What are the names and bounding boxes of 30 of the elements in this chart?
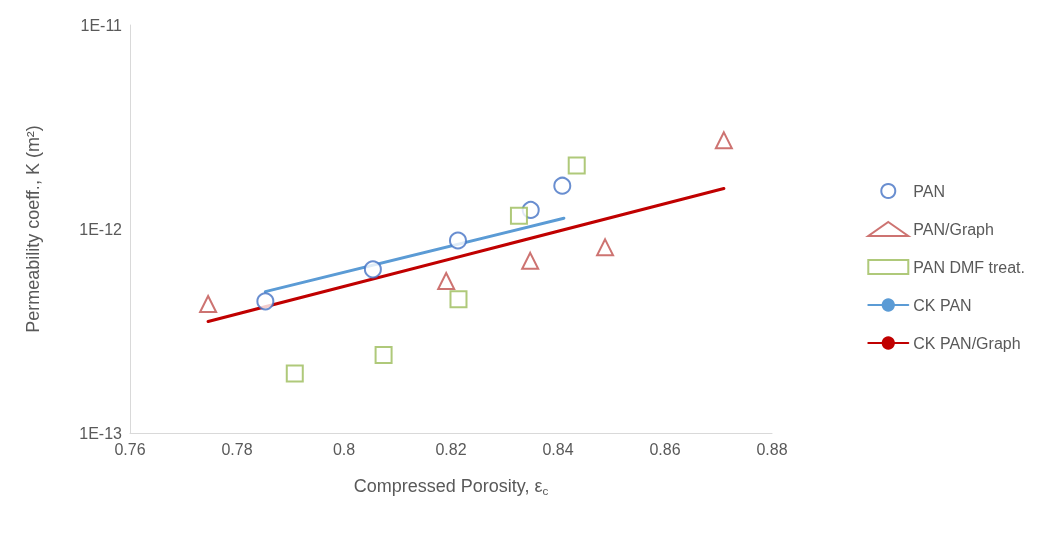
point bbox=[199, 294, 218, 313]
x-tick-label: 0.86 bbox=[649, 440, 681, 458]
point bbox=[567, 156, 586, 175]
y-tick-label: 1E-12 bbox=[79, 220, 123, 238]
point bbox=[437, 272, 456, 290]
legend-label: PAN DMF treat. bbox=[913, 258, 1025, 276]
y-axis-title: Permeability coeff., K (m²) bbox=[23, 125, 43, 333]
point bbox=[521, 251, 540, 270]
point bbox=[553, 176, 572, 195]
x-tick-label: 0.88 bbox=[756, 440, 788, 458]
point bbox=[714, 131, 733, 150]
x-tick-label: 0.84 bbox=[542, 440, 574, 458]
point bbox=[285, 364, 304, 383]
y-tick-label: 1E-11 bbox=[80, 16, 123, 34]
point bbox=[448, 231, 467, 250]
point bbox=[449, 290, 468, 309]
point bbox=[363, 260, 382, 279]
x-tick-label: 0.78 bbox=[221, 440, 253, 458]
point bbox=[374, 346, 393, 365]
point bbox=[509, 206, 528, 225]
legend-label: CK PAN bbox=[913, 296, 972, 314]
legend-label: CK PAN/Graph bbox=[913, 334, 1021, 352]
point bbox=[256, 292, 275, 311]
x-tick-label: 0.76 bbox=[114, 440, 146, 458]
legend-label: PAN/Graph bbox=[913, 220, 994, 238]
x-tick-label: 0.8 bbox=[332, 440, 356, 458]
point bbox=[596, 238, 615, 257]
x-tick-label: 0.82 bbox=[435, 440, 467, 458]
y-tick-label: 1E-13 bbox=[79, 424, 123, 442]
legend-label: PAN bbox=[913, 182, 945, 200]
